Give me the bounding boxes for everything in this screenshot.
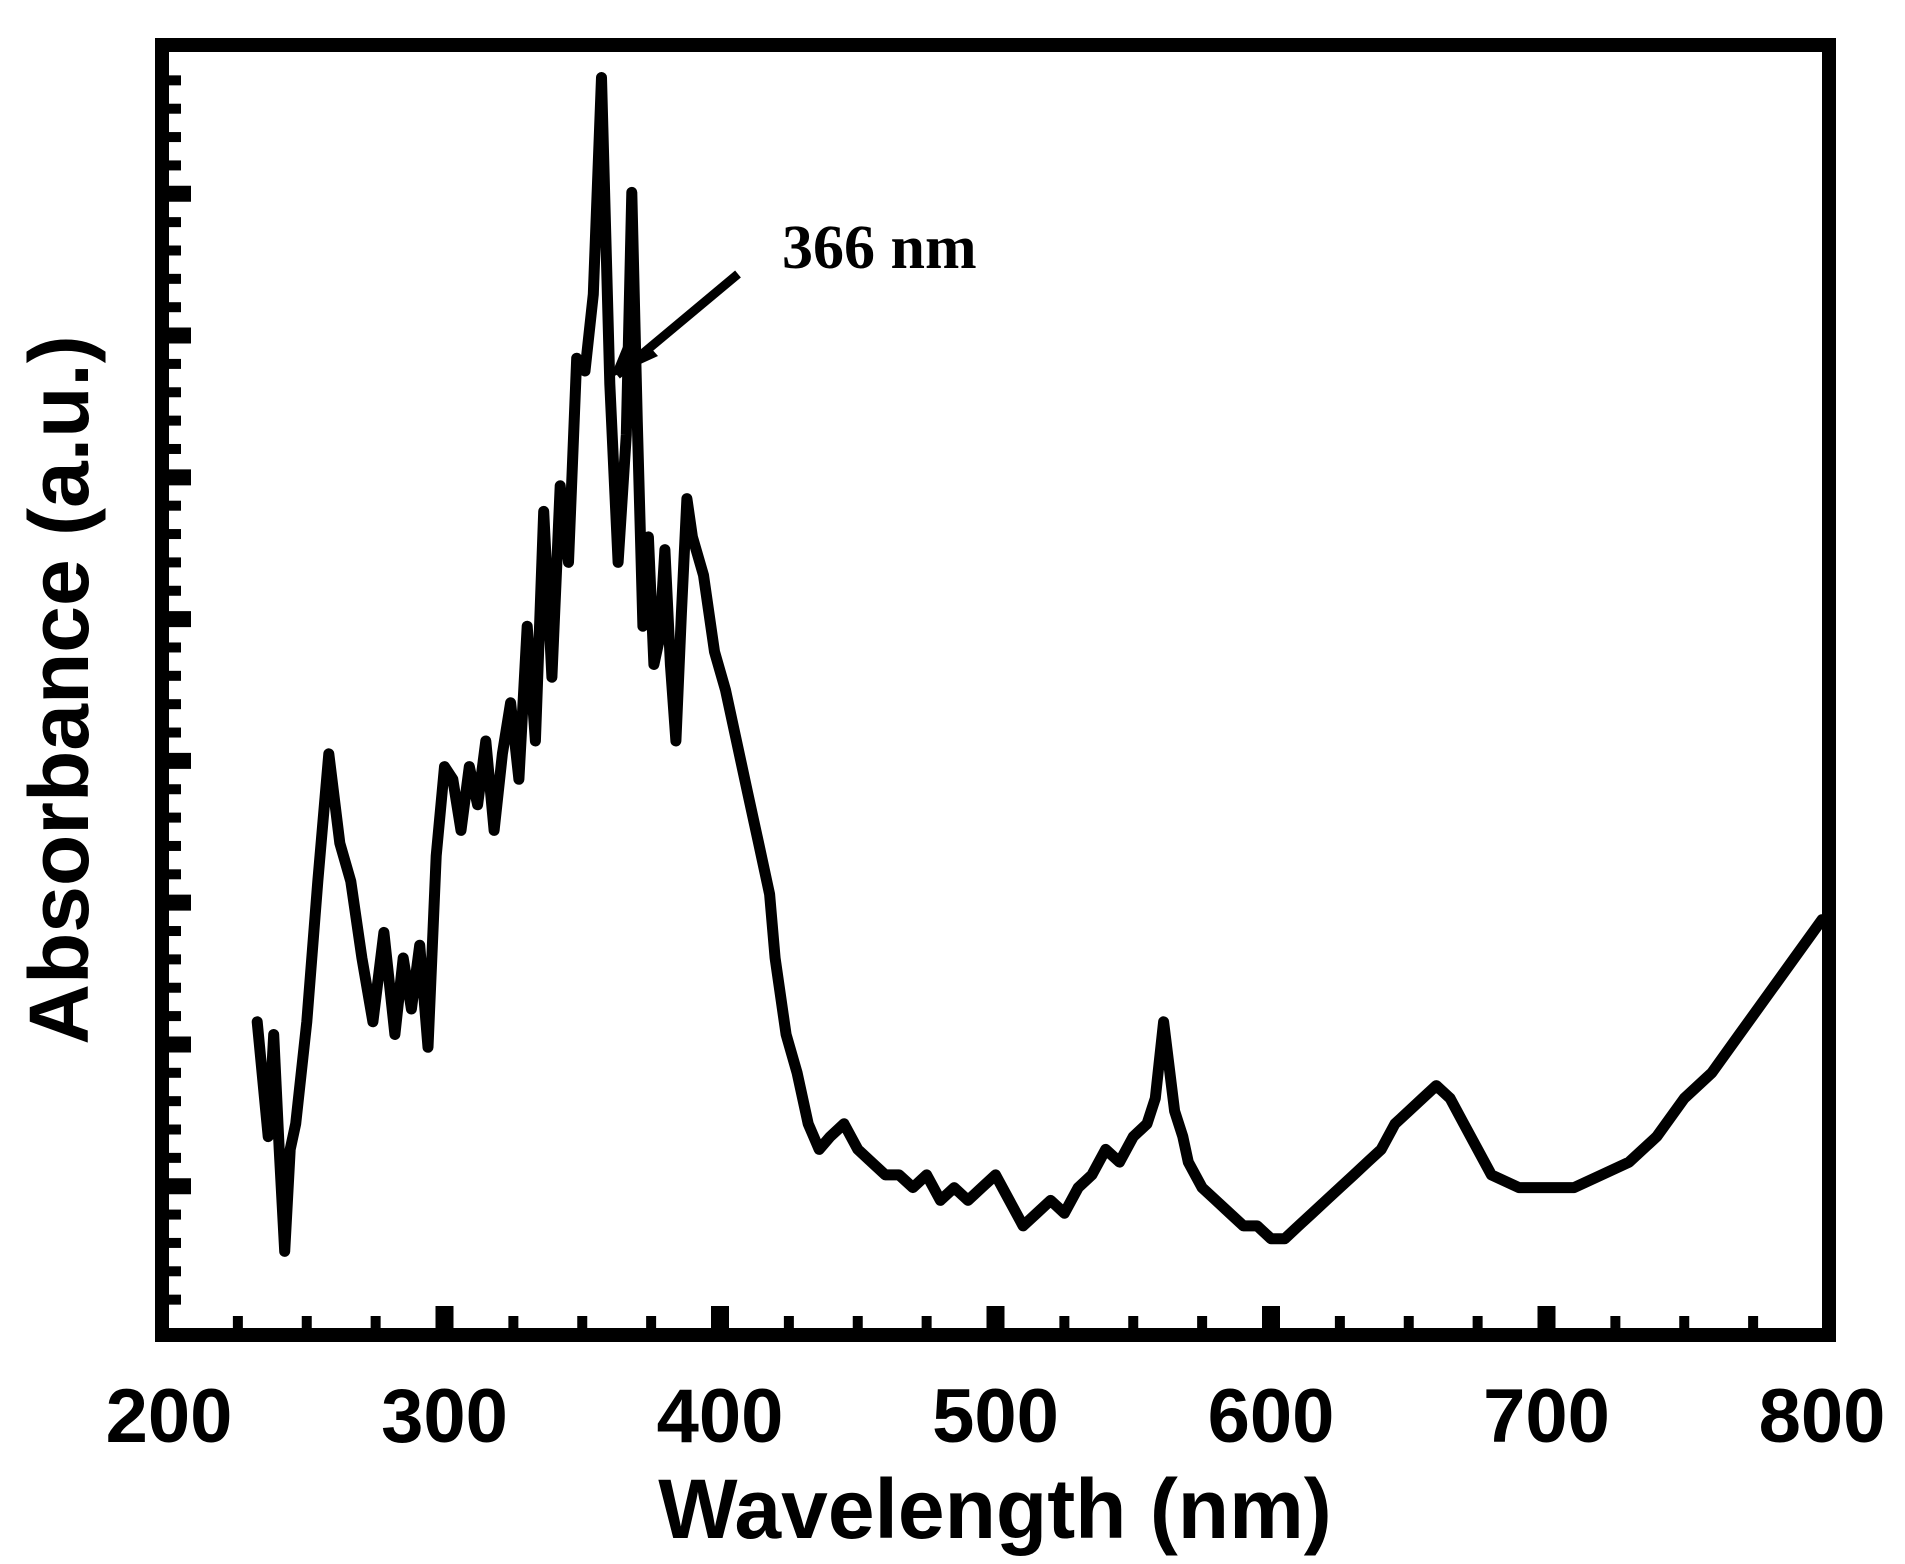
x-tick-label: 600 [1208,1374,1335,1459]
x-tick-label: 200 [106,1374,233,1459]
x-axis-title: Wavelength (nm) [658,1462,1332,1556]
series-line [251,72,1828,1257]
x-axis: 200 300 400 500 600 700 800 [106,1306,1886,1459]
plot-area [251,72,1828,1257]
plot-frame [155,38,1836,1342]
x-tick-label: 300 [381,1374,508,1459]
annotation-arrow-head [610,332,658,378]
x-tick-label: 500 [932,1374,1059,1459]
annotation-label: 366 nm [782,214,977,282]
peak-annotation: 366 nm [610,214,977,379]
x-tick-label: 800 [1759,1374,1886,1459]
x-tick-label: 700 [1483,1374,1610,1459]
y-axis-title: Absorbance (a.u.) [12,335,106,1044]
x-tick-label: 400 [657,1374,784,1459]
y-axis [169,75,191,1305]
